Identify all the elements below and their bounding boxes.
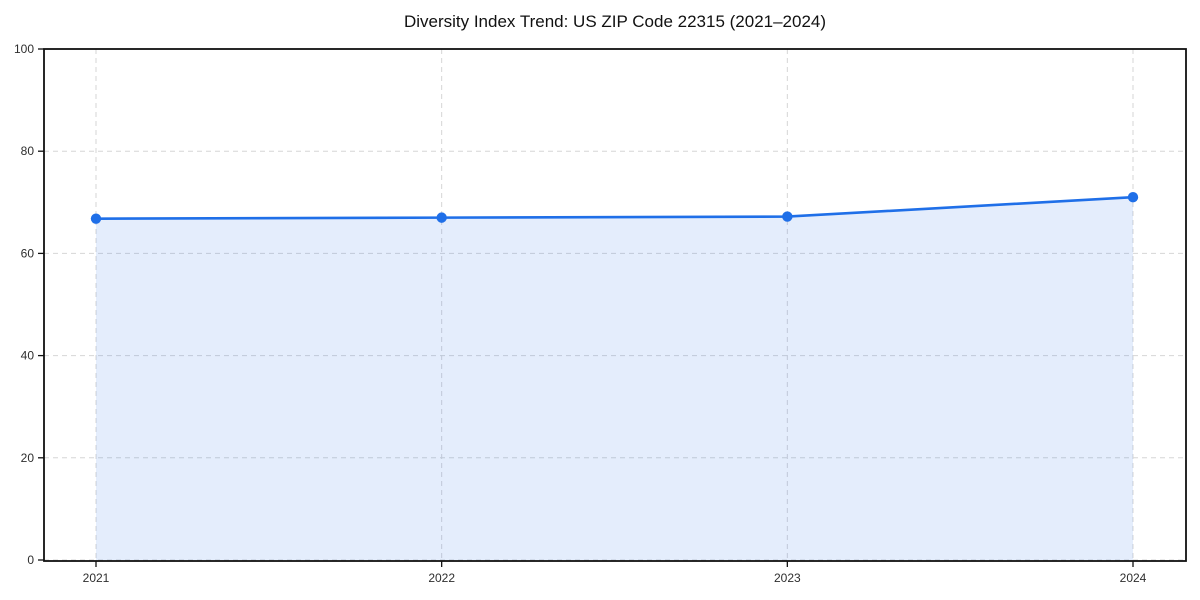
y-tick-label: 100	[14, 42, 34, 56]
y-tick-label: 0	[27, 553, 34, 567]
data-point	[436, 212, 447, 223]
x-tick-labels: 2021 2022 2023 2024	[83, 571, 1147, 585]
plot-border	[43, 48, 1187, 562]
x-tick-label: 2023	[774, 571, 801, 585]
axis-ticks	[38, 48, 1134, 567]
data-point	[90, 213, 102, 224]
y-tick-label: 40	[21, 349, 35, 363]
y-tick-label: 60	[21, 246, 35, 260]
series-path	[94, 195, 1135, 220]
data-point	[782, 211, 793, 222]
area-fill	[96, 197, 1133, 560]
x-tick-label: 2021	[83, 571, 110, 585]
y-tick-label: 80	[21, 144, 35, 158]
series-line	[94, 195, 1135, 220]
chart-title: Diversity Index Trend: US ZIP Code 22315…	[404, 12, 826, 31]
data-point	[1127, 191, 1139, 203]
x-tick-label: 2022	[428, 571, 455, 585]
y-tick-labels: 0 20 40 60 80 100	[14, 42, 34, 567]
x-tick-label: 2024	[1120, 571, 1147, 585]
data-points	[90, 191, 1139, 224]
axes-frame	[43, 48, 1187, 562]
y-tick-label: 20	[21, 451, 35, 465]
series-area	[96, 197, 1133, 560]
